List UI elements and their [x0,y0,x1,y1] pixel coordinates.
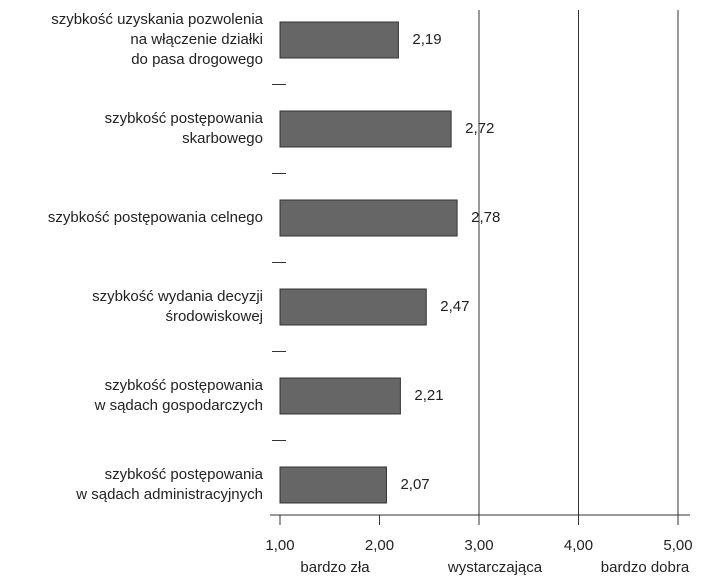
x-tick-label: 4,00 [564,537,593,554]
category-label: środowiskowej [165,308,263,325]
value-label: 2,07 [400,476,429,493]
category-label: szybkość uzyskania pozwolenia [51,11,263,28]
value-label: 2,47 [440,298,469,315]
category-label: szybkość postępowania celnego [48,209,263,226]
value-label: 2,78 [471,209,500,226]
bar [279,466,387,504]
category-label: skarbowego [182,130,263,147]
scale-label: bardzo dobra [601,559,690,576]
x-tick-label: 5,00 [663,537,692,554]
bar [279,21,399,59]
category-label: w sądach gospodarczych [94,397,263,414]
scale-label: bardzo zła [300,559,370,576]
x-tick-label: 3,00 [464,537,493,554]
bar [279,288,427,326]
category-label: do pasa drogowego [131,51,263,68]
bar [279,110,452,148]
category-label: szybkość postępowania [105,466,264,483]
value-label: 2,72 [465,120,494,137]
category-label: szybkość wydania decyzji [92,288,263,305]
value-label: 2,21 [414,387,443,404]
value-label: 2,19 [412,31,441,48]
x-tick-label: 1,00 [265,537,294,554]
category-label: w sądach administracyjnych [75,486,263,503]
x-tick-label: 2,00 [365,537,394,554]
category-label: szybkość postępowania [105,110,264,127]
category-label: szybkość postępowania [105,377,264,394]
bar [279,199,458,237]
category-label: na włączenie działki [130,31,263,48]
scale-label: wystarczająca [447,559,543,576]
bar [279,377,401,415]
